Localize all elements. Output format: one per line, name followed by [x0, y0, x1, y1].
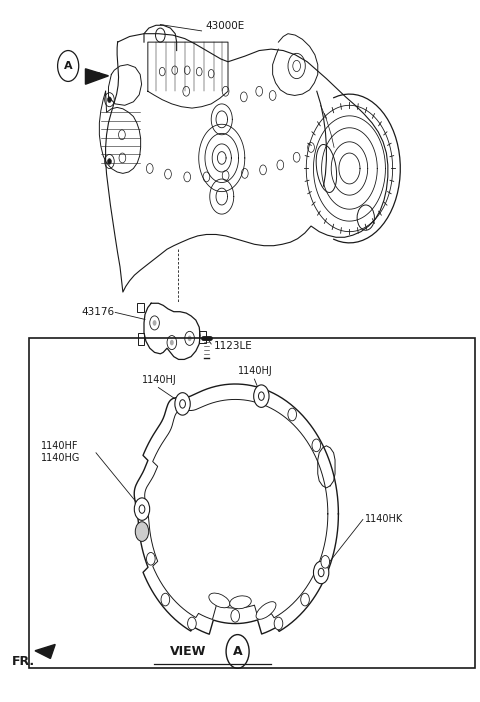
Polygon shape: [35, 644, 55, 658]
Circle shape: [170, 340, 174, 345]
Text: 1140HG: 1140HG: [41, 453, 80, 463]
Text: 1140HJ: 1140HJ: [238, 366, 272, 376]
Text: 43176: 43176: [81, 307, 114, 317]
Circle shape: [253, 385, 269, 407]
Text: 1123LE: 1123LE: [214, 341, 252, 351]
Circle shape: [146, 552, 155, 565]
Polygon shape: [85, 69, 108, 84]
Circle shape: [231, 609, 240, 622]
Circle shape: [321, 555, 330, 568]
Circle shape: [153, 320, 156, 326]
Text: FR.: FR.: [12, 655, 35, 668]
Ellipse shape: [230, 596, 251, 609]
Text: A: A: [64, 61, 72, 71]
Circle shape: [108, 159, 111, 164]
Text: 1140HF: 1140HF: [41, 441, 78, 451]
Circle shape: [161, 593, 169, 606]
Circle shape: [312, 439, 321, 451]
Text: A: A: [233, 645, 242, 658]
Circle shape: [313, 561, 329, 583]
Text: 1140HJ: 1140HJ: [142, 375, 176, 385]
Ellipse shape: [256, 602, 276, 619]
Circle shape: [108, 97, 111, 102]
Text: 43000E: 43000E: [205, 21, 245, 31]
Circle shape: [134, 498, 150, 520]
Circle shape: [175, 392, 190, 415]
Circle shape: [188, 336, 192, 341]
Circle shape: [135, 522, 149, 541]
Circle shape: [188, 617, 196, 630]
Bar: [29, 338, 475, 668]
Ellipse shape: [209, 593, 230, 608]
Circle shape: [288, 408, 297, 420]
Circle shape: [274, 617, 283, 630]
Text: VIEW: VIEW: [170, 645, 206, 658]
Text: 1140HK: 1140HK: [365, 515, 403, 524]
Circle shape: [301, 593, 310, 606]
